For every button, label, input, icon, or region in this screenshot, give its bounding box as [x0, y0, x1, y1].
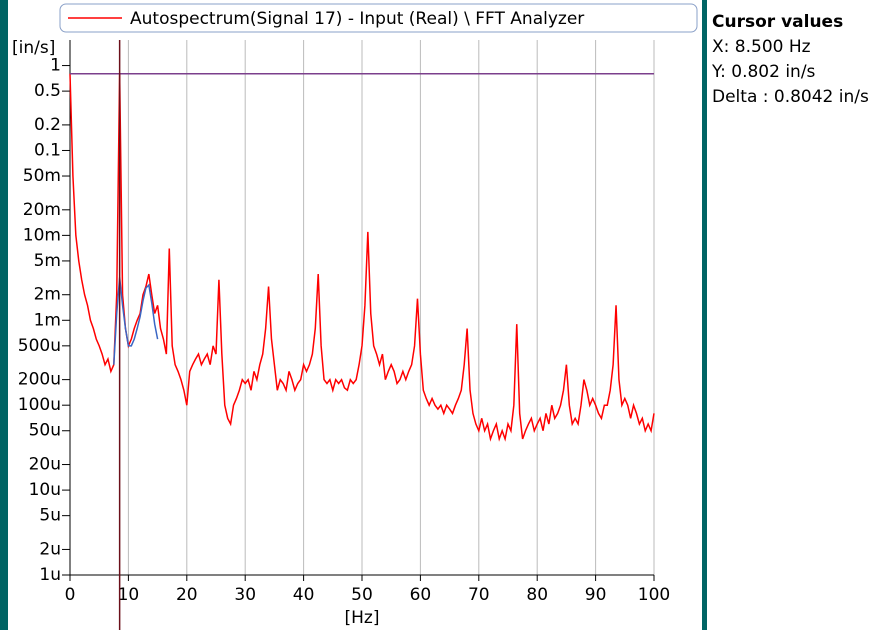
y-tick-label: 1u	[39, 565, 61, 585]
y-tick-label: 20m	[23, 200, 61, 220]
y-tick-label: 1	[50, 56, 61, 76]
y-tick-label: 0.5	[34, 81, 61, 101]
y-tick-label: 0.1	[34, 140, 61, 160]
y-tick-label: 100u	[18, 395, 61, 415]
cursor-panel	[707, 0, 877, 630]
cursor-line: Y: 0.802 in/s	[711, 62, 816, 82]
x-tick-label: 30	[234, 585, 256, 605]
y-tick-label: 5m	[34, 251, 61, 271]
x-tick-label: 40	[293, 585, 315, 605]
y-tick-label: 1m	[34, 310, 61, 330]
y-tick-label: 2u	[39, 539, 61, 559]
y-tick-label: 500u	[18, 336, 61, 356]
x-tick-label: 0	[65, 585, 76, 605]
cursor-line: X: 8.500 Hz	[712, 37, 811, 57]
x-tick-label: 50	[351, 585, 373, 605]
y-tick-label: 0.2	[34, 115, 61, 135]
x-tick-label: 100	[638, 585, 670, 605]
y-tick-label: 10u	[29, 480, 61, 500]
spectrum-line	[69, 73, 655, 442]
spectrum-line	[113, 277, 159, 365]
y-tick-label: 200u	[18, 370, 61, 390]
x-tick-label: 60	[410, 585, 432, 605]
x-tick-label: 10	[118, 585, 140, 605]
y-tick-label: 20u	[29, 455, 61, 475]
cursor-title: Cursor values	[712, 12, 843, 32]
plot-panel	[8, 0, 702, 630]
x-tick-label: 80	[526, 585, 548, 605]
x-tick-label: 20	[176, 585, 198, 605]
y-axis-label: [in/s]	[12, 38, 55, 58]
cursor-line: Delta : 0.8042 in/s	[712, 87, 869, 107]
y-tick-label: 50m	[23, 166, 61, 186]
y-tick-label: 2m	[34, 285, 61, 305]
x-tick-label: 70	[468, 585, 490, 605]
x-axis-label: [Hz]	[345, 608, 380, 628]
y-tick-label: 50u	[29, 421, 61, 441]
x-tick-label: 90	[585, 585, 607, 605]
y-tick-label: 5u	[39, 506, 61, 526]
legend-label: Autospectrum(Signal 17) - Input (Real) \…	[130, 9, 584, 29]
y-tick-label: 10m	[23, 225, 61, 245]
legend-box	[59, 3, 698, 33]
